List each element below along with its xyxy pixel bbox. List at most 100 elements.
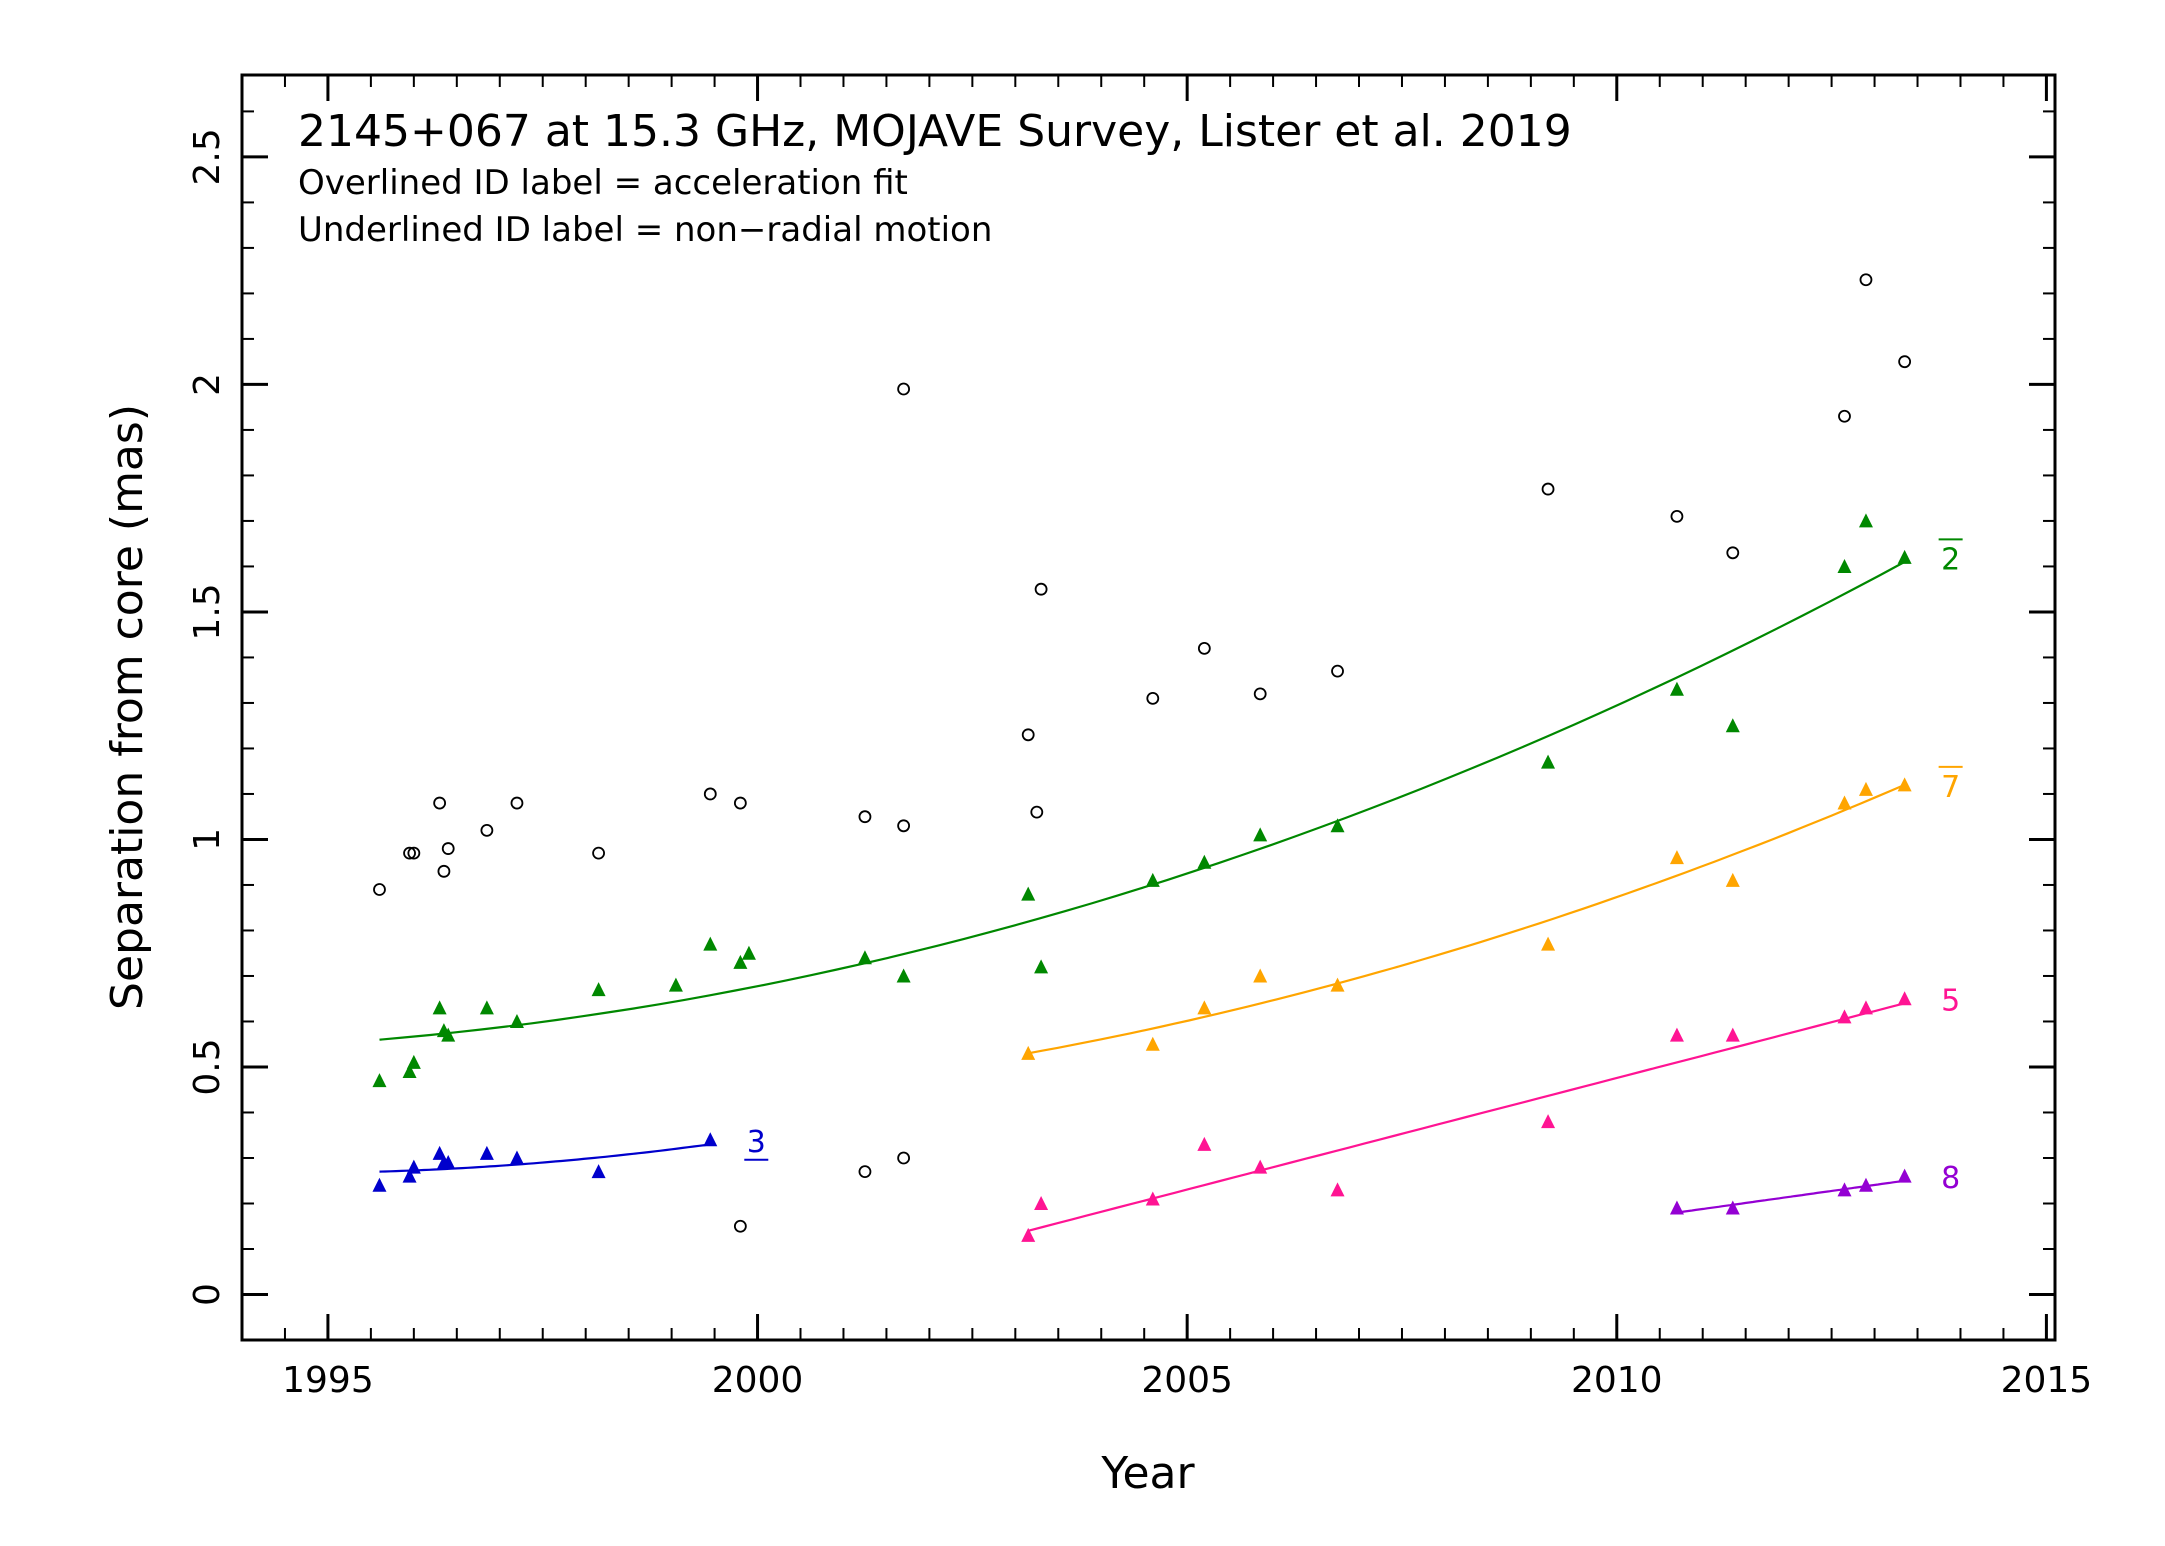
data-point-2 xyxy=(1145,872,1160,887)
data-point-7 xyxy=(1145,1036,1160,1051)
data-point-2 xyxy=(1897,549,1912,564)
x-tick-labels: 1995 2000 2005 2010 2015 xyxy=(282,1360,2092,1401)
data-point-7 xyxy=(1253,968,1268,983)
data-point-unassigned xyxy=(733,796,747,810)
x-tick-label: 2015 xyxy=(2001,1360,2093,1401)
data-point-unassigned xyxy=(1034,582,1048,596)
subtitle-line-2: Underlined ID label = non−radial motion xyxy=(298,210,992,250)
data-point-2 xyxy=(1021,886,1036,901)
y-axis-label: Separation from core (mas) xyxy=(102,404,153,1010)
plot-frame xyxy=(240,73,2057,1342)
fit-line-5 xyxy=(1027,1002,1905,1232)
data-points xyxy=(372,273,1912,1242)
data-point-unassigned xyxy=(1726,546,1740,560)
y-tick-label: 2.5 xyxy=(187,128,228,185)
data-point-unassigned xyxy=(1253,687,1267,701)
data-point-unassigned xyxy=(1541,482,1555,496)
data-point-unassigned xyxy=(1197,641,1211,655)
data-point-unassigned xyxy=(373,883,386,896)
y-tick-label: 1.5 xyxy=(187,583,228,640)
data-point-5 xyxy=(1541,1114,1556,1129)
data-point-2 xyxy=(733,954,748,969)
data-point-5 xyxy=(1034,1195,1049,1210)
minor-ticks xyxy=(241,75,2055,1341)
data-point-5 xyxy=(1330,1182,1345,1197)
data-point-7 xyxy=(1725,872,1740,887)
data-point-2 xyxy=(1858,513,1873,528)
data-point-7 xyxy=(1858,781,1873,796)
data-point-2 xyxy=(372,1073,387,1088)
data-point-unassigned xyxy=(433,796,447,810)
data-point-unassigned xyxy=(1146,691,1160,705)
data-point-7 xyxy=(1021,1045,1036,1060)
data-point-3 xyxy=(591,1164,606,1179)
data-point-unassigned xyxy=(733,1219,747,1233)
data-point-5 xyxy=(1021,1227,1036,1242)
data-point-7 xyxy=(1669,850,1684,865)
data-point-3 xyxy=(441,1155,456,1170)
data-point-2 xyxy=(479,1000,494,1015)
data-point-3 xyxy=(479,1145,494,1160)
series-label-7: 7 xyxy=(1941,770,1960,805)
series-label-3: 3 xyxy=(747,1125,766,1160)
chart-title: 2145+067 at 15.3 GHz, MOJAVE Survey, Lis… xyxy=(298,106,1572,157)
data-point-unassigned xyxy=(1859,273,1873,287)
data-point-3 xyxy=(402,1168,417,1183)
data-point-unassigned xyxy=(510,796,524,810)
data-point-2 xyxy=(1541,754,1556,769)
data-point-5 xyxy=(1725,1027,1740,1042)
data-point-5 xyxy=(1858,1000,1873,1015)
data-point-7 xyxy=(1897,777,1912,792)
data-point-unassigned xyxy=(897,819,911,833)
data-point-3 xyxy=(703,1132,718,1147)
data-point-8 xyxy=(1725,1200,1740,1215)
x-tick-label: 2010 xyxy=(1571,1360,1663,1401)
data-point-7 xyxy=(1837,795,1852,810)
data-point-unassigned xyxy=(858,1165,872,1179)
data-point-2 xyxy=(896,968,911,983)
data-point-unassigned xyxy=(1331,664,1344,678)
data-point-3 xyxy=(406,1159,421,1174)
data-point-7 xyxy=(1330,977,1345,992)
data-point-8 xyxy=(1669,1200,1684,1215)
series-label-5: 5 xyxy=(1941,984,1960,1019)
data-point-2 xyxy=(668,977,683,992)
data-point-5 xyxy=(1197,1136,1212,1151)
series-label-8: 8 xyxy=(1941,1161,1960,1196)
y-tick-label: 1 xyxy=(187,828,228,851)
data-point-unassigned xyxy=(1670,509,1684,523)
data-point-5 xyxy=(1669,1027,1684,1042)
data-point-unassigned xyxy=(1898,355,1912,369)
data-point-unassigned xyxy=(437,864,451,878)
data-point-2 xyxy=(441,1027,456,1042)
data-point-7 xyxy=(1541,936,1556,951)
data-point-8 xyxy=(1858,1177,1873,1192)
data-point-unassigned xyxy=(480,823,494,837)
data-point-2 xyxy=(1034,959,1049,974)
data-point-unassigned xyxy=(1838,409,1851,423)
data-point-unassigned xyxy=(897,1151,911,1165)
data-point-2 xyxy=(741,945,756,960)
fit-line-3 xyxy=(379,1143,711,1173)
data-point-2 xyxy=(509,1013,524,1028)
data-point-2 xyxy=(591,982,606,997)
y-tick-label: 2 xyxy=(187,373,228,396)
data-point-unassigned xyxy=(897,382,911,396)
data-point-3 xyxy=(372,1177,387,1192)
subtitle-line-1: Overlined ID label = acceleration fit xyxy=(298,163,908,203)
x-axis-label: Year xyxy=(1100,1448,1195,1499)
y-tick-labels: 0 0.5 1 1.5 2 2.5 xyxy=(187,128,228,1306)
data-point-unassigned xyxy=(592,846,605,860)
data-point-unassigned xyxy=(403,846,416,860)
data-point-2 xyxy=(1725,718,1740,733)
data-point-unassigned xyxy=(1030,805,1044,819)
data-point-2 xyxy=(857,950,872,965)
data-point-unassigned xyxy=(703,787,717,801)
x-tick-label: 1995 xyxy=(282,1360,374,1401)
y-tick-label: 0 xyxy=(187,1283,228,1306)
data-point-2 xyxy=(703,936,718,951)
data-point-unassigned xyxy=(441,842,455,855)
data-point-2 xyxy=(402,1064,417,1079)
data-point-8 xyxy=(1837,1182,1852,1197)
